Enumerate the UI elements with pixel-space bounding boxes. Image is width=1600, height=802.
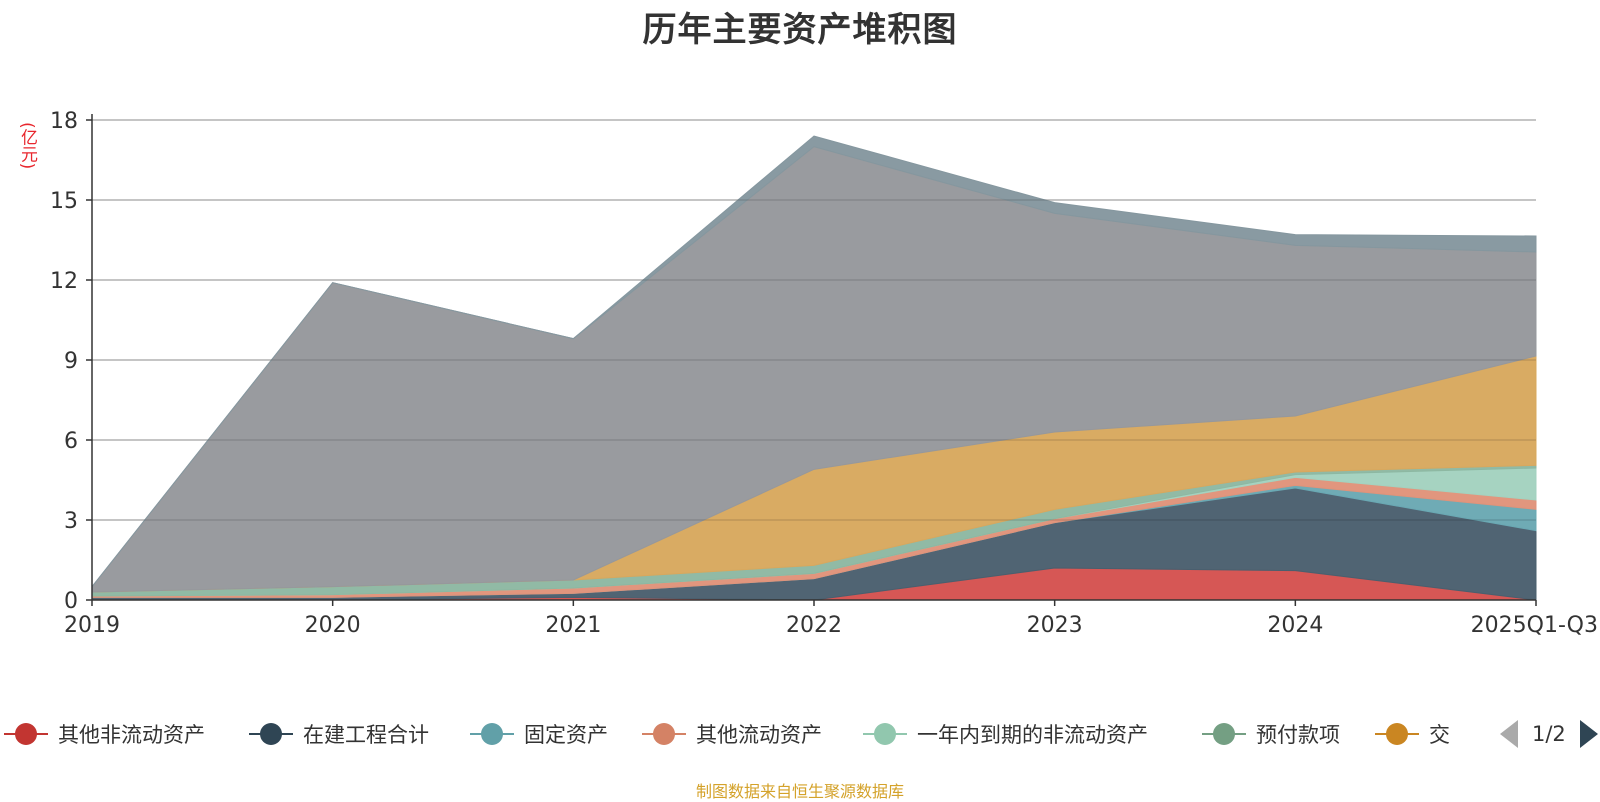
legend-item-other-noncurrent[interactable]: 其他非流动资产 [0,716,205,752]
legend-item-construction[interactable]: 在建工程合计 [245,716,429,752]
x-tick-label: 2025Q1-Q3 [1471,613,1598,638]
legend-label: 其他非流动资产 [58,723,205,747]
legend-label: 其他流动资产 [696,723,822,747]
legend-marker-icon [638,716,690,752]
legend-marker-icon [0,716,52,752]
stacked-area-chart: 0 3 6 9 12 15 18 2019 2020 2021 2022 2023 2024 2025Q1… [50,109,1598,638]
y-tick-label: 15 [50,189,78,214]
legend-page-indicator: 1/2 [1532,722,1566,746]
y-tick-label: 3 [64,509,78,534]
x-tick-label: 2024 [1267,613,1323,638]
y-tick-label: 18 [50,109,78,134]
y-tick-label: 0 [64,589,78,614]
x-tick-label: 2023 [1027,613,1083,638]
legend-pager: 1/2 [1500,716,1598,752]
legend-label: 一年内到期的非流动资产 [917,723,1148,747]
legend-label: 固定资产 [524,723,608,747]
y-tick-label: 9 [64,349,78,374]
area-series-8 [91,135,1537,587]
chevron-right-icon[interactable] [1579,720,1598,748]
legend-item-fixed-assets[interactable]: 固定资产 [466,716,608,752]
legend-label: 预付款项 [1256,723,1340,747]
chevron-left-icon[interactable] [1500,720,1518,748]
chart-title: 历年主要资产堆积图 [642,10,958,50]
y-tick-label: 12 [50,269,78,294]
y-axis-unit: (亿元) [17,122,37,170]
legend-item-prepayments[interactable]: 预付款项 [1198,716,1340,752]
data-source-note: 制图数据来自恒生聚源数据库 [695,782,904,801]
legend-marker-icon [1198,716,1250,752]
x-tick-label: 2022 [786,613,842,638]
legend: 其他非流动资产 在建工程合计 固定资产 其他流动资产 一年内到期的非流动资产 预… [0,716,1600,752]
legend-item-noncurrent-due[interactable]: 一年内到期的非流动资产 [859,716,1148,752]
legend-label: 在建工程合计 [303,723,429,747]
legend-item-other-current[interactable]: 其他流动资产 [638,716,822,752]
legend-marker-icon [1371,716,1423,752]
y-tick-label: 6 [64,429,78,454]
legend-item-trading-assets[interactable]: 交 [1371,716,1450,752]
legend-marker-icon [245,716,297,752]
x-tick-label: 2019 [64,613,120,638]
legend-marker-icon [466,716,518,752]
legend-marker-icon [859,716,911,752]
x-tick-label: 2021 [545,613,601,638]
legend-label: 交 [1429,723,1450,747]
x-tick-label: 2020 [305,613,361,638]
